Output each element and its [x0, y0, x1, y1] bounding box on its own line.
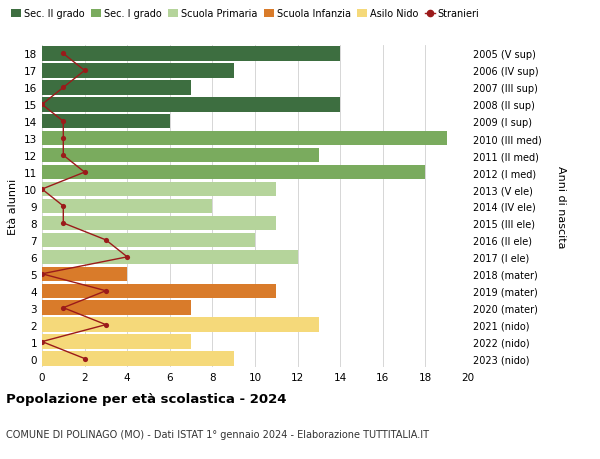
Bar [42, 352, 234, 366]
Bar [42, 318, 319, 332]
Bar [42, 284, 277, 298]
Bar [42, 98, 340, 112]
Bar [42, 335, 191, 349]
Point [101, 237, 111, 244]
Bar [42, 182, 277, 197]
Bar [42, 301, 191, 315]
Bar [42, 132, 447, 146]
Bar [42, 267, 127, 281]
Point [59, 203, 68, 210]
Point [80, 355, 89, 363]
Y-axis label: Età alunni: Età alunni [8, 179, 19, 235]
Point [37, 186, 47, 193]
Y-axis label: Anni di nascita: Anni di nascita [556, 165, 566, 248]
Point [59, 135, 68, 143]
Point [80, 169, 89, 176]
Bar [42, 233, 255, 247]
Text: COMUNE DI POLINAGO (MO) - Dati ISTAT 1° gennaio 2024 - Elaborazione TUTTITALIA.I: COMUNE DI POLINAGO (MO) - Dati ISTAT 1° … [6, 429, 429, 439]
Point [37, 338, 47, 346]
Point [37, 101, 47, 109]
Point [80, 67, 89, 75]
Point [59, 220, 68, 227]
Bar [42, 47, 340, 62]
Point [101, 287, 111, 295]
Bar [42, 115, 170, 129]
Bar [42, 166, 425, 180]
Point [59, 118, 68, 126]
Bar [42, 64, 234, 78]
Point [59, 84, 68, 92]
Point [59, 50, 68, 58]
Point [37, 270, 47, 278]
Bar [42, 250, 298, 264]
Point [59, 304, 68, 312]
Legend: Sec. II grado, Sec. I grado, Scuola Primaria, Scuola Infanzia, Asilo Nido, Stran: Sec. II grado, Sec. I grado, Scuola Prim… [11, 10, 479, 19]
Point [101, 321, 111, 329]
Bar [42, 199, 212, 214]
Bar [42, 81, 191, 95]
Point [59, 152, 68, 159]
Bar [42, 149, 319, 163]
Bar [42, 216, 277, 230]
Point [122, 254, 132, 261]
Text: Popolazione per età scolastica - 2024: Popolazione per età scolastica - 2024 [6, 392, 287, 405]
